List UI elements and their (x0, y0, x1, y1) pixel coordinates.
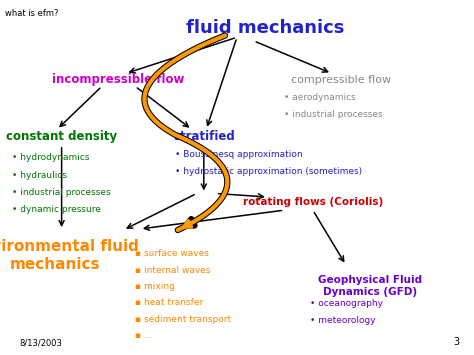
Text: • oceanography: • oceanography (310, 299, 383, 308)
Text: • Boussinesq approximation: • Boussinesq approximation (175, 150, 303, 159)
Text: ▪ mixing: ▪ mixing (135, 282, 175, 291)
Text: ▪ ...: ▪ ... (135, 331, 153, 340)
Text: • industrial processes: • industrial processes (12, 187, 110, 197)
Text: Geophysical Fluid
Dynamics (GFD): Geophysical Fluid Dynamics (GFD) (318, 275, 422, 296)
Text: 8/13/2003: 8/13/2003 (19, 338, 62, 347)
Text: • aerodynamics: • aerodynamics (284, 93, 356, 102)
Text: • hydraulics: • hydraulics (12, 170, 67, 180)
Text: • dynamic pressure: • dynamic pressure (12, 204, 100, 214)
Text: what is efm?: what is efm? (5, 9, 58, 18)
Text: stratified: stratified (173, 130, 235, 143)
Text: ▪ heat transfer: ▪ heat transfer (135, 298, 203, 307)
Text: ▪ surface waves: ▪ surface waves (135, 249, 209, 258)
Text: • industrial processes: • industrial processes (284, 110, 383, 119)
Text: • hydrostatic approximation (sometimes): • hydrostatic approximation (sometimes) (175, 167, 363, 176)
Text: 3: 3 (454, 337, 460, 347)
Text: fluid mechanics: fluid mechanics (186, 20, 345, 37)
Text: environmental fluid
mechanics: environmental fluid mechanics (0, 239, 139, 272)
Text: rotating flows (Coriolis): rotating flows (Coriolis) (243, 197, 383, 207)
Text: constant density: constant density (6, 130, 117, 143)
Text: incompressible flow: incompressible flow (52, 73, 185, 86)
Text: ▪ internal waves: ▪ internal waves (135, 266, 210, 275)
Text: compressible flow: compressible flow (291, 75, 392, 85)
Text: • meteorology: • meteorology (310, 316, 376, 325)
Text: ▪ sediment transport: ▪ sediment transport (135, 315, 231, 324)
Text: • hydrodynamics: • hydrodynamics (12, 153, 90, 163)
